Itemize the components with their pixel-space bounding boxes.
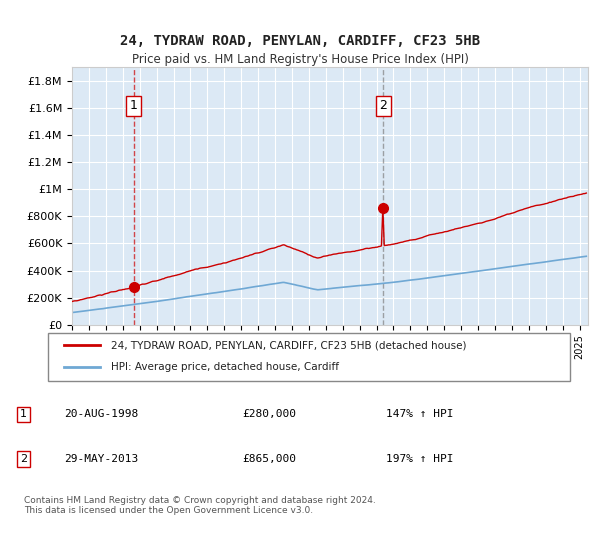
Text: £865,000: £865,000 [242, 454, 296, 464]
Text: 24, TYDRAW ROAD, PENYLAN, CARDIFF, CF23 5HB (detached house): 24, TYDRAW ROAD, PENYLAN, CARDIFF, CF23 … [110, 340, 466, 350]
Text: Contains HM Land Registry data © Crown copyright and database right 2024.
This d: Contains HM Land Registry data © Crown c… [24, 496, 376, 515]
Text: 20-AUG-1998: 20-AUG-1998 [64, 409, 138, 419]
Text: Price paid vs. HM Land Registry's House Price Index (HPI): Price paid vs. HM Land Registry's House … [131, 53, 469, 66]
Text: £280,000: £280,000 [242, 409, 296, 419]
Text: 2: 2 [380, 99, 388, 113]
Text: 197% ↑ HPI: 197% ↑ HPI [386, 454, 454, 464]
Text: 1: 1 [130, 99, 137, 113]
Text: HPI: Average price, detached house, Cardiff: HPI: Average price, detached house, Card… [110, 362, 338, 372]
Text: 29-MAY-2013: 29-MAY-2013 [64, 454, 138, 464]
Text: 24, TYDRAW ROAD, PENYLAN, CARDIFF, CF23 5HB: 24, TYDRAW ROAD, PENYLAN, CARDIFF, CF23 … [120, 34, 480, 48]
Text: 2: 2 [20, 454, 27, 464]
Text: 1: 1 [20, 409, 27, 419]
FancyBboxPatch shape [48, 333, 570, 381]
Text: 147% ↑ HPI: 147% ↑ HPI [386, 409, 454, 419]
